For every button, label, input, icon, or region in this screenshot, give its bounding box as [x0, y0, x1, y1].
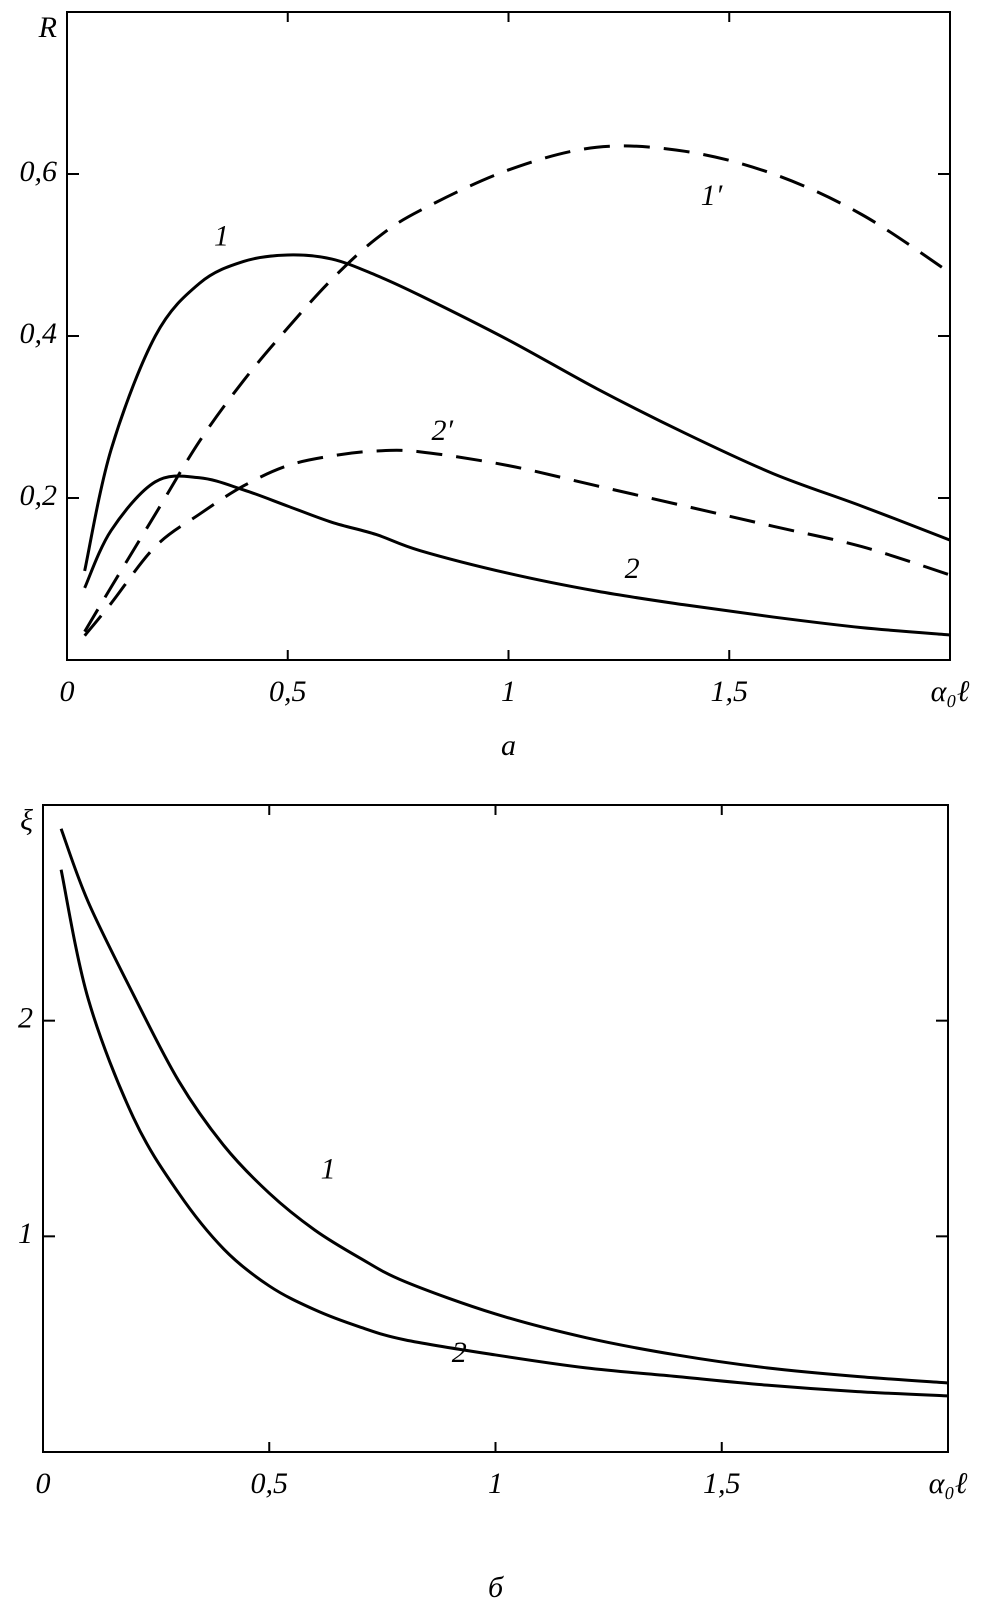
curve [59, 828, 949, 1385]
curve-label: 2 [625, 552, 640, 585]
curve [59, 869, 949, 1398]
curve-label: 1 [214, 220, 229, 253]
x-tick-label: 0 [60, 675, 75, 708]
y-axis-label: ξ [20, 804, 33, 837]
curve-label: 2′ [431, 414, 453, 447]
x-tick-label: 0 [36, 1467, 51, 1500]
x-tick-label: 1 [501, 675, 516, 708]
curve [83, 253, 951, 572]
x-tick-label: 0,5 [269, 675, 307, 708]
curve [83, 474, 951, 637]
y-tick-label: 0,4 [20, 317, 58, 350]
x-axis-label: α₀ℓ [929, 1467, 968, 1500]
x-tick-label: 1 [488, 1467, 503, 1500]
y-axis-label: R [38, 11, 57, 44]
x-tick-label: 1,5 [703, 1467, 741, 1500]
y-tick-label: 0,6 [20, 155, 58, 188]
y-tick-label: 1 [18, 1217, 33, 1250]
y-tick-label: 2 [18, 1002, 33, 1035]
x-axis-label: α₀ℓ [931, 675, 970, 708]
x-tick-label: 0,5 [251, 1467, 289, 1500]
caption: б [488, 1571, 504, 1604]
curve-label: 1′ [701, 179, 723, 212]
curve-label: 1 [321, 1153, 336, 1186]
curve [83, 448, 951, 637]
y-tick-label: 0,2 [20, 479, 58, 512]
curve [83, 144, 951, 633]
caption: а [501, 729, 516, 762]
x-tick-label: 1,5 [711, 675, 749, 708]
curve-label: 2 [452, 1336, 467, 1369]
plot-frame [66, 11, 951, 661]
